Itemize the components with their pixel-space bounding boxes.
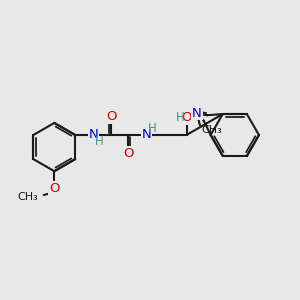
Text: N: N — [142, 128, 151, 142]
Text: N: N — [88, 128, 98, 142]
Text: H: H — [95, 135, 104, 148]
Text: N: N — [192, 106, 202, 120]
Text: H: H — [176, 111, 184, 124]
Text: CH₃: CH₃ — [201, 125, 222, 135]
Text: O: O — [106, 110, 116, 123]
Text: CH₃: CH₃ — [17, 192, 38, 202]
Text: O: O — [49, 182, 60, 195]
Text: O: O — [123, 147, 134, 160]
Text: O: O — [181, 111, 192, 124]
Text: H: H — [148, 122, 157, 135]
